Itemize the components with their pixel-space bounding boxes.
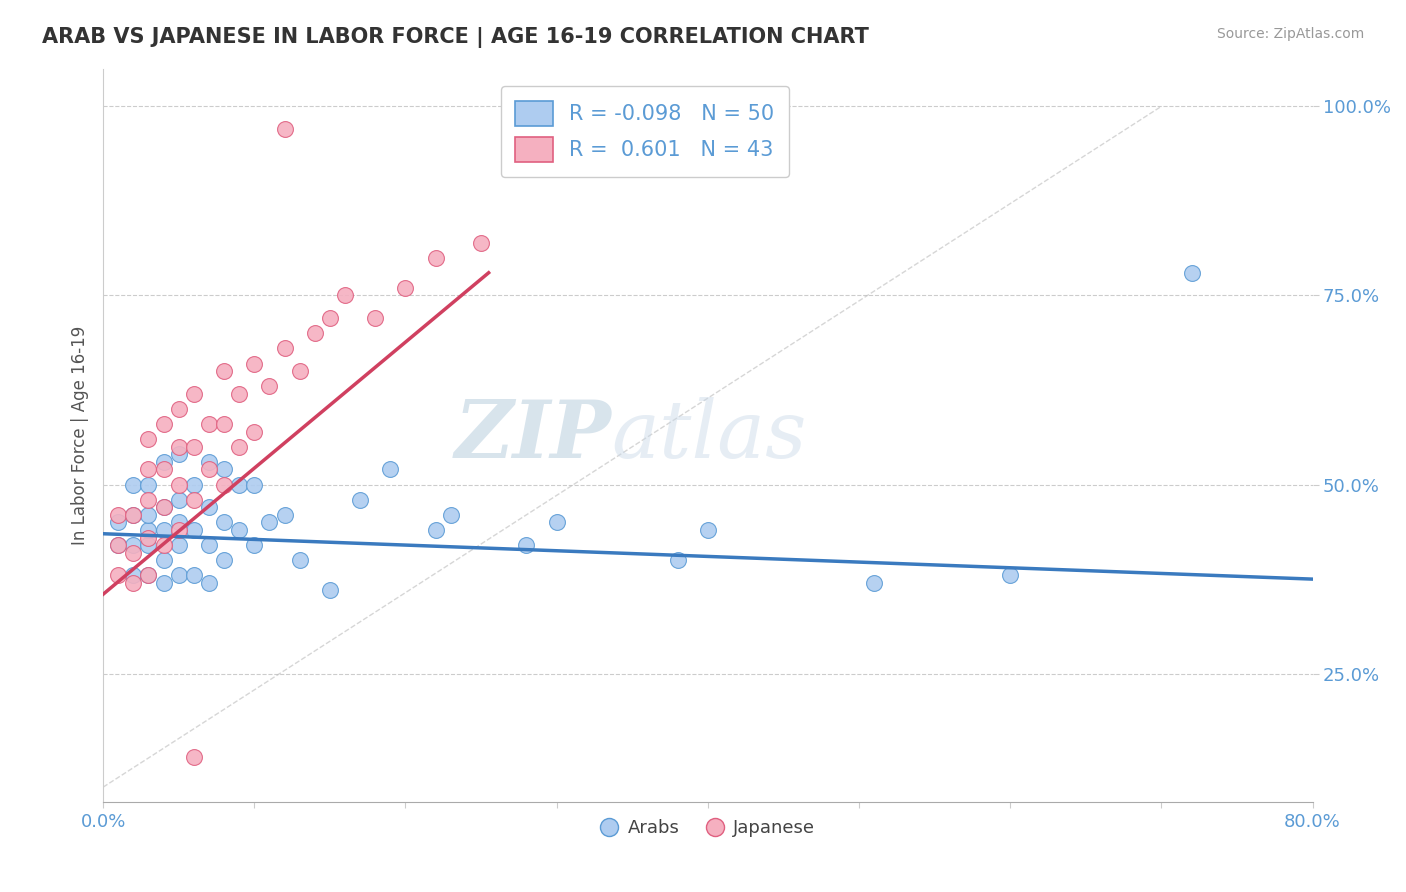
Point [138, 568, 160, 582]
Point [198, 575, 221, 590]
Point [863, 575, 886, 590]
Point [152, 455, 174, 469]
Point [228, 386, 250, 401]
Point [138, 477, 160, 491]
Point [228, 477, 250, 491]
Point [198, 500, 221, 515]
Point [212, 516, 235, 530]
Point [515, 538, 537, 552]
Point [273, 122, 295, 136]
Point [122, 508, 145, 522]
Point [107, 568, 129, 582]
Point [167, 516, 190, 530]
Legend: Arabs, Japanese: Arabs, Japanese [593, 812, 823, 845]
Point [288, 364, 311, 378]
Point [1000, 568, 1022, 582]
Point [183, 750, 205, 764]
Point [212, 417, 235, 431]
Point [107, 538, 129, 552]
Point [183, 492, 205, 507]
Point [183, 386, 205, 401]
Point [198, 417, 221, 431]
Point [167, 447, 190, 461]
Point [107, 508, 129, 522]
Point [243, 425, 266, 439]
Point [425, 251, 447, 265]
Point [152, 575, 174, 590]
Point [440, 508, 463, 522]
Point [212, 364, 235, 378]
Point [183, 523, 205, 537]
Point [259, 516, 281, 530]
Point [138, 432, 160, 446]
Point [273, 508, 295, 522]
Point [167, 568, 190, 582]
Text: ZIP: ZIP [454, 397, 612, 475]
Text: ARAB VS JAPANESE IN LABOR FORCE | AGE 16-19 CORRELATION CHART: ARAB VS JAPANESE IN LABOR FORCE | AGE 16… [42, 27, 869, 48]
Y-axis label: In Labor Force | Age 16-19: In Labor Force | Age 16-19 [72, 326, 89, 545]
Point [167, 523, 190, 537]
Point [138, 538, 160, 552]
Point [152, 500, 174, 515]
Point [138, 568, 160, 582]
Point [152, 538, 174, 552]
Point [212, 477, 235, 491]
Point [122, 538, 145, 552]
Point [288, 553, 311, 567]
Point [470, 235, 492, 250]
Point [243, 357, 266, 371]
Point [167, 477, 190, 491]
Point [319, 311, 342, 326]
Point [198, 538, 221, 552]
Point [152, 462, 174, 476]
Point [122, 568, 145, 582]
Point [333, 288, 356, 302]
Point [198, 462, 221, 476]
Point [228, 523, 250, 537]
Point [425, 523, 447, 537]
Point [183, 477, 205, 491]
Point [243, 538, 266, 552]
Point [259, 379, 281, 393]
Point [228, 440, 250, 454]
Point [122, 477, 145, 491]
Point [107, 516, 129, 530]
Text: Source: ZipAtlas.com: Source: ZipAtlas.com [1216, 27, 1364, 41]
Point [167, 492, 190, 507]
Point [183, 440, 205, 454]
Point [138, 462, 160, 476]
Point [364, 311, 387, 326]
Point [152, 553, 174, 567]
Point [152, 417, 174, 431]
Point [394, 281, 416, 295]
Point [122, 546, 145, 560]
Point [212, 462, 235, 476]
Point [183, 568, 205, 582]
Point [273, 342, 295, 356]
Point [1181, 266, 1204, 280]
Point [167, 440, 190, 454]
Point [138, 492, 160, 507]
Point [349, 492, 371, 507]
Point [152, 523, 174, 537]
Point [380, 462, 402, 476]
Point [167, 538, 190, 552]
Point [243, 477, 266, 491]
Point [546, 516, 568, 530]
Point [107, 538, 129, 552]
Point [152, 500, 174, 515]
Point [122, 508, 145, 522]
Point [122, 575, 145, 590]
Point [138, 523, 160, 537]
Point [666, 553, 689, 567]
Point [212, 553, 235, 567]
Point [138, 508, 160, 522]
Point [696, 523, 718, 537]
Point [304, 326, 326, 341]
Text: atlas: atlas [612, 397, 807, 475]
Point [138, 531, 160, 545]
Point [167, 401, 190, 416]
Point [198, 455, 221, 469]
Point [319, 583, 342, 598]
